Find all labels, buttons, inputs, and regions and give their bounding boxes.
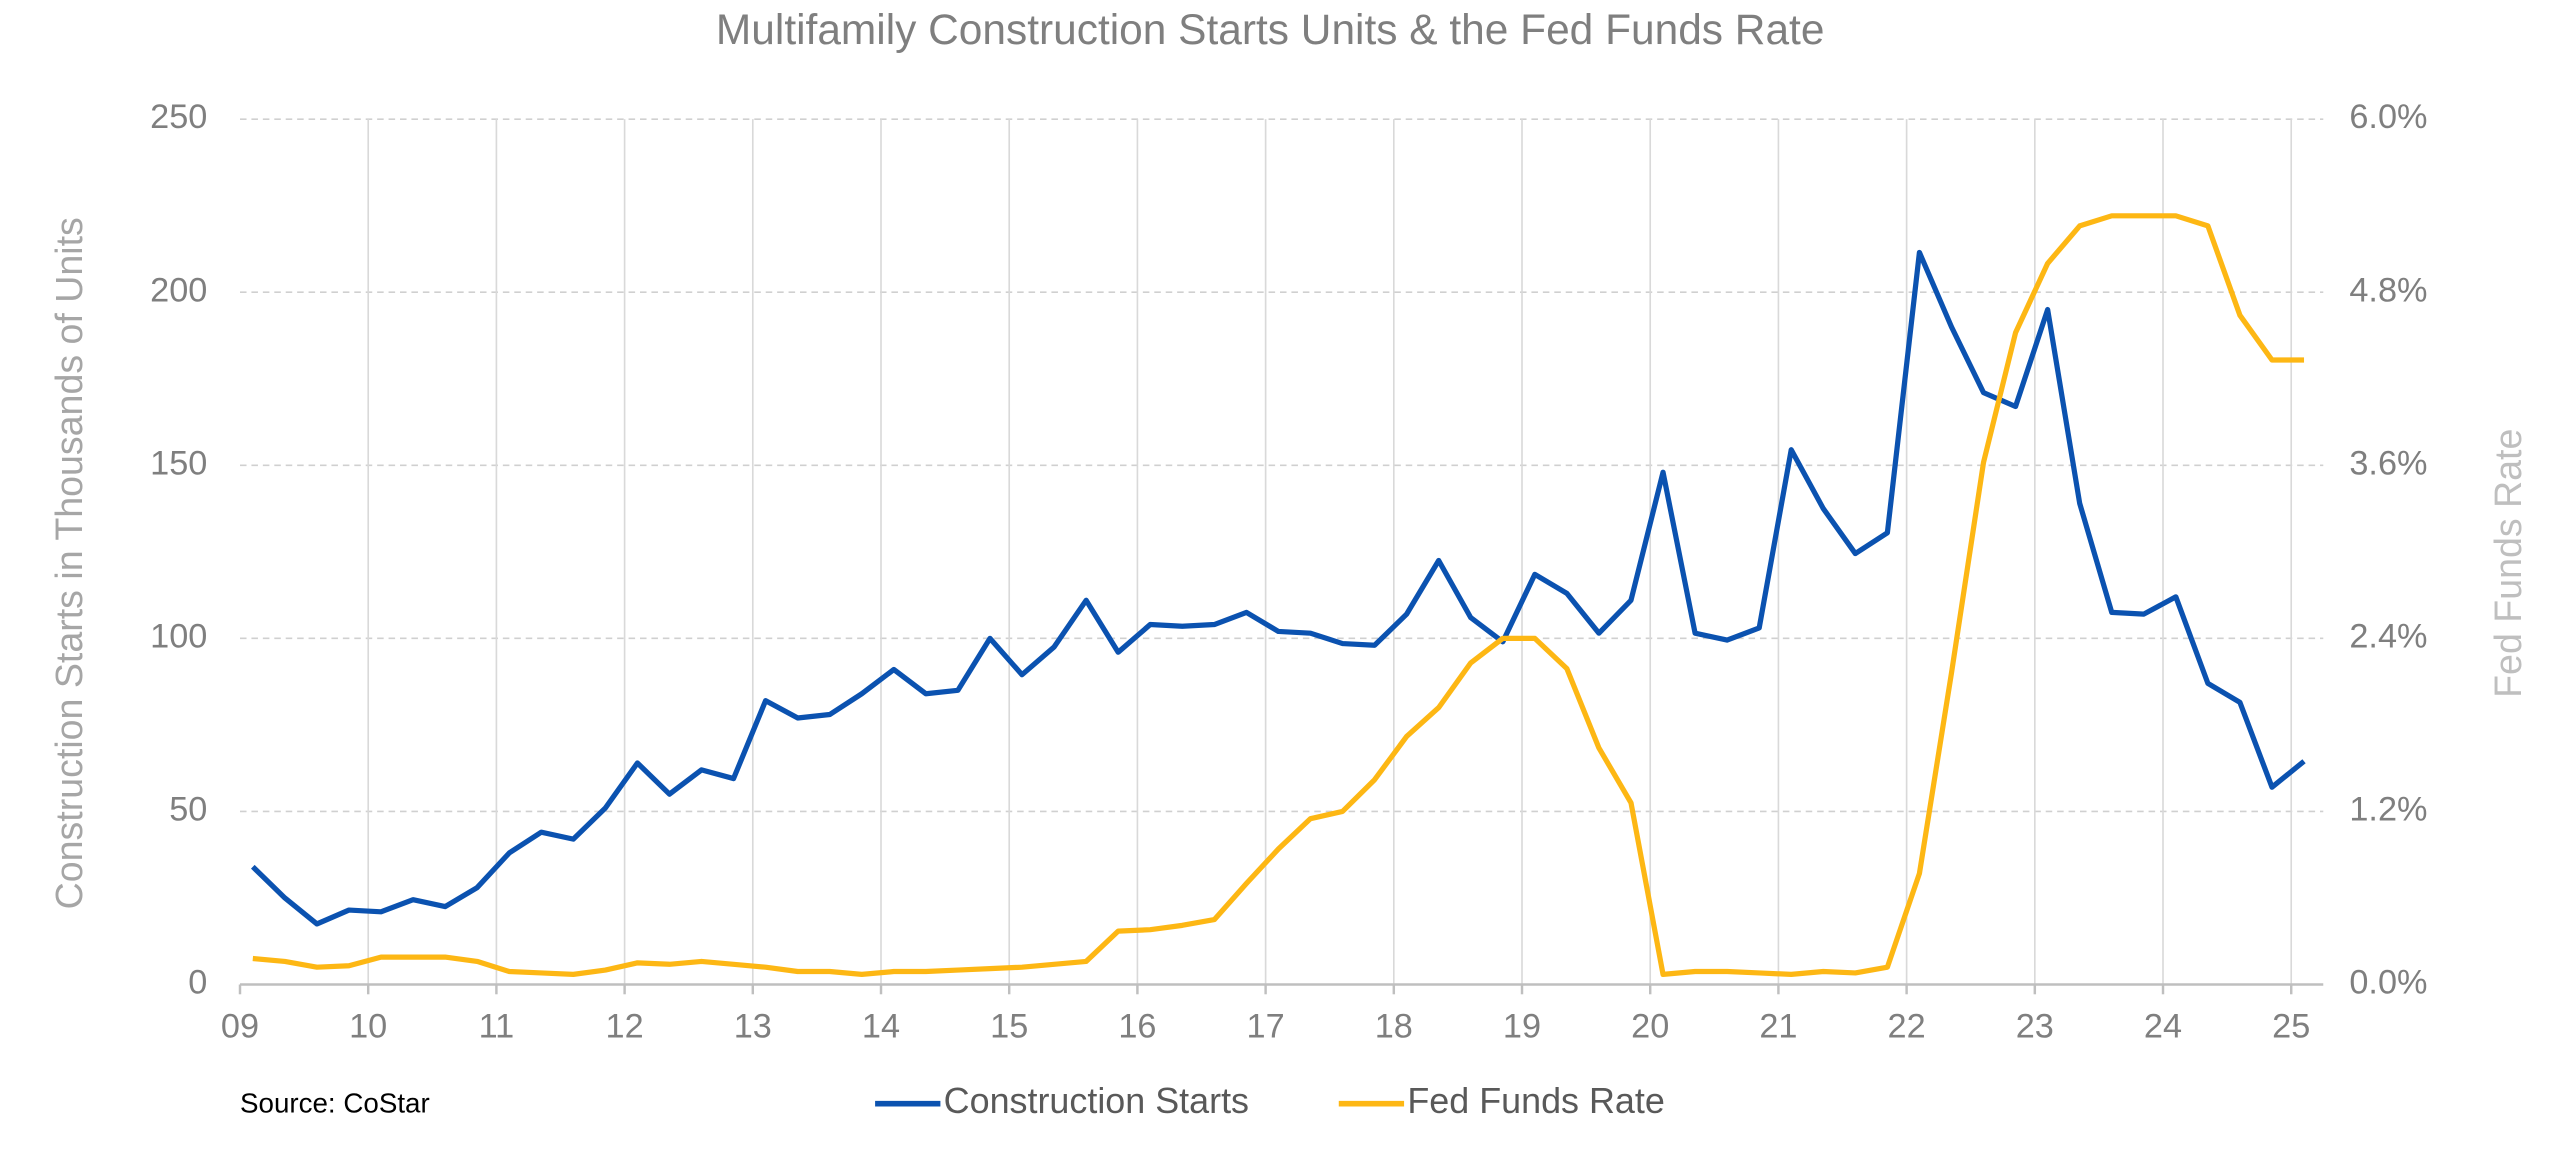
y2-tick-label: 4.8% xyxy=(2349,271,2427,309)
x-tick-label: 17 xyxy=(1247,1008,1285,1046)
y2-tick-label: 3.6% xyxy=(2349,444,2427,482)
y2-tick-label: 2.4% xyxy=(2349,617,2427,655)
x-tick-label: 21 xyxy=(1759,1008,1797,1046)
x-tick-label: 10 xyxy=(349,1008,387,1046)
x-tick-label: 24 xyxy=(2144,1008,2182,1046)
y2-tick-label: 1.2% xyxy=(2349,790,2427,828)
x-tick-label: 20 xyxy=(1631,1008,1669,1046)
x-tick-label: 14 xyxy=(862,1008,900,1046)
y-tick-label: 150 xyxy=(150,444,207,482)
x-tick-label: 23 xyxy=(2016,1008,2054,1046)
x-tick-label: 25 xyxy=(2272,1008,2310,1046)
y2-tick-label: 6.0% xyxy=(2349,98,2427,136)
x-tick-label: 22 xyxy=(1888,1008,1926,1046)
y-tick-label: 250 xyxy=(150,98,207,136)
chart-title: Multifamily Construction Starts Units & … xyxy=(716,6,1825,53)
y-axis-label: Construction Starts in Thousands of Unit… xyxy=(48,217,90,909)
x-tick-label: 12 xyxy=(606,1008,644,1046)
y2-tick-label: 0.0% xyxy=(2349,964,2427,1002)
x-tick-label: 16 xyxy=(1118,1008,1156,1046)
x-tick-label: 11 xyxy=(479,1008,515,1046)
y-tick-label: 200 xyxy=(150,271,207,309)
y-tick-label: 0 xyxy=(188,964,207,1002)
legend-label: Construction Starts xyxy=(944,1080,1249,1121)
x-tick-label: 19 xyxy=(1503,1008,1541,1046)
x-tick-label: 18 xyxy=(1375,1008,1413,1046)
legend-label: Fed Funds Rate xyxy=(1407,1080,1664,1121)
y2-axis-label: Fed Funds Rate xyxy=(2487,429,2529,698)
x-tick-label: 15 xyxy=(990,1008,1028,1046)
series-line xyxy=(252,213,2305,978)
source-note: Source: CoStar xyxy=(240,1088,430,1119)
y-tick-label: 100 xyxy=(150,617,207,655)
x-tick-label: 09 xyxy=(221,1008,259,1046)
series-line xyxy=(250,249,2306,927)
x-tick-label: 13 xyxy=(734,1008,772,1046)
y-tick-label: 50 xyxy=(169,790,207,828)
